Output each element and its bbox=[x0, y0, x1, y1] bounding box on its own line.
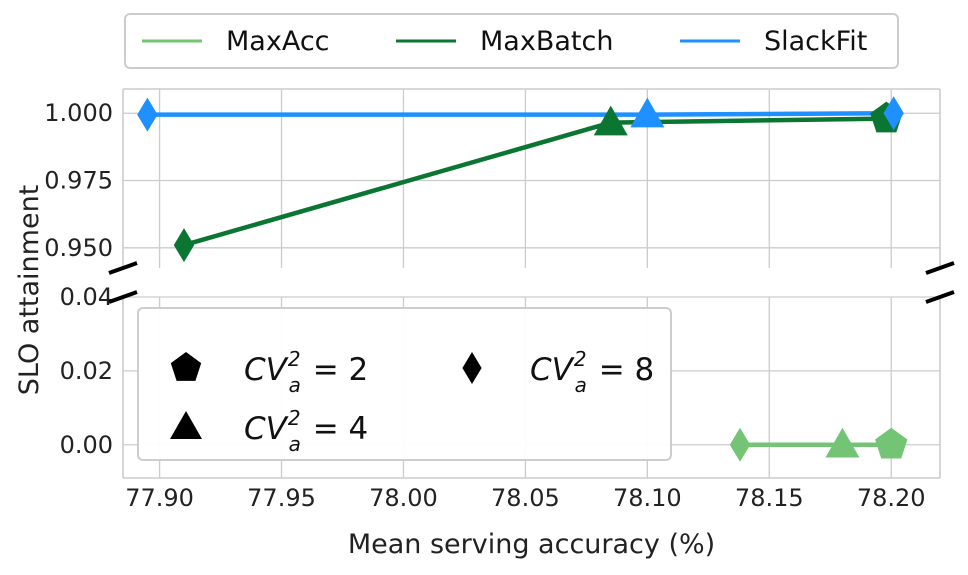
upper-ytick-label: 0.950 bbox=[44, 234, 113, 262]
x-axis-label: Mean serving accuracy (%) bbox=[348, 529, 715, 560]
cv-value: = 2 bbox=[303, 352, 368, 388]
cv-subscript: a bbox=[289, 373, 301, 397]
legend-entry-slackfit: SlackFit bbox=[680, 26, 867, 57]
axis-break-mark bbox=[108, 290, 138, 304]
legend-entry-maxbatch: MaxBatch bbox=[396, 26, 613, 57]
x-tick-label: 77.90 bbox=[125, 484, 194, 512]
upper-ytick-label: 1.000 bbox=[44, 99, 113, 127]
marker-legend-entry-diamond: CV2 a = 8 bbox=[462, 347, 654, 397]
legend-label: MaxBatch bbox=[480, 26, 613, 57]
cv-superscript: 2 bbox=[574, 347, 587, 371]
cv-variable: CV bbox=[244, 352, 290, 388]
marker-legend-entry-pentagon: CV2 a = 2 bbox=[170, 347, 368, 397]
diamond-marker-icon bbox=[462, 352, 482, 384]
y-axis-label: SLO attainment bbox=[14, 185, 45, 396]
data-point-maxacc-triangle bbox=[825, 427, 860, 458]
lower-ytick-label: 0.04 bbox=[60, 283, 113, 311]
axis-break-mark bbox=[925, 290, 955, 304]
cv-variable: CV bbox=[244, 411, 290, 447]
marker-legend-label: CV2 a = 2 bbox=[244, 347, 368, 397]
cv-subscript: a bbox=[575, 373, 587, 397]
x-tick-label: 78.05 bbox=[491, 484, 560, 512]
legend-label: SlackFit bbox=[764, 26, 867, 57]
cv-value: = 4 bbox=[303, 411, 368, 447]
cv-subscript: a bbox=[289, 432, 301, 456]
lower-ytick-label: 0.00 bbox=[60, 431, 113, 459]
data-point-slackfit-diamond bbox=[883, 96, 904, 131]
marker-legend-entry-triangle: CV2 a = 4 bbox=[170, 406, 368, 456]
axis-break-mark bbox=[925, 261, 955, 275]
legend-label: MaxAcc bbox=[226, 26, 330, 57]
axis-break-mark bbox=[108, 261, 138, 275]
triangle-marker-icon bbox=[170, 411, 202, 439]
x-tick-label: 78.20 bbox=[857, 484, 926, 512]
data-point-maxacc-pentagon bbox=[875, 427, 908, 459]
data-point-slackfit-diamond bbox=[137, 97, 158, 132]
pentagon-marker-icon bbox=[170, 352, 202, 381]
cv-superscript: 2 bbox=[288, 347, 301, 371]
x-tick-label: 78.15 bbox=[735, 484, 804, 512]
legend-entry-maxacc: MaxAcc bbox=[142, 26, 330, 57]
data-point-maxbatch-triangle bbox=[593, 105, 628, 136]
data-point-maxacc-diamond bbox=[729, 427, 751, 462]
series-legend: MaxAcc MaxBatch SlackFit bbox=[124, 13, 899, 69]
marker-legend-label: CV2 a = 8 bbox=[530, 347, 654, 397]
x-tick-label: 78.00 bbox=[369, 484, 438, 512]
data-point-slackfit-triangle bbox=[630, 97, 665, 128]
marker-legend-label: CV2 a = 4 bbox=[244, 406, 368, 456]
lower-ytick-label: 0.02 bbox=[60, 357, 113, 385]
x-tick-label: 77.95 bbox=[247, 484, 316, 512]
marker-legend-frame bbox=[137, 307, 672, 461]
upper-ytick-label: 0.975 bbox=[44, 167, 113, 195]
series-line-slackfit bbox=[147, 110, 894, 117]
x-tick-label: 78.10 bbox=[613, 484, 682, 512]
cv-value: = 8 bbox=[589, 352, 654, 388]
cv-variable: CV bbox=[530, 352, 576, 388]
series-legend-frame bbox=[124, 13, 899, 69]
cv-superscript: 2 bbox=[288, 406, 301, 430]
data-point-maxbatch-diamond bbox=[173, 228, 195, 263]
